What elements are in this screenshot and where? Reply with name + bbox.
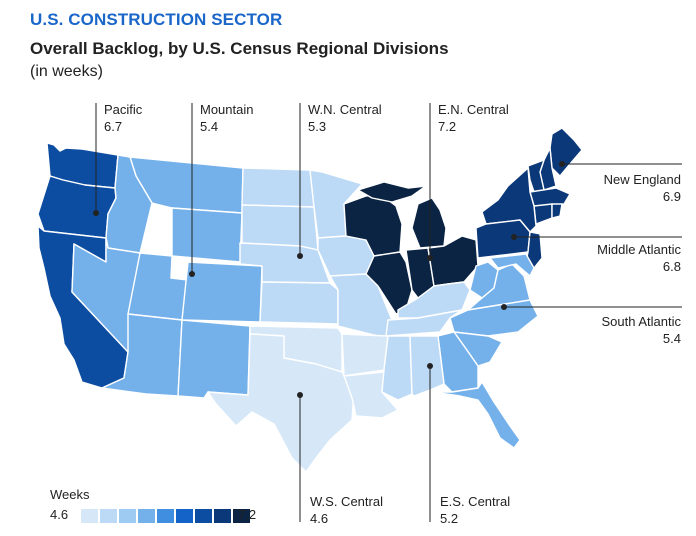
label-south-atlantic-value: 5.4 [662, 331, 681, 346]
state-me [549, 127, 583, 177]
legend-min-value: 4.6 [50, 507, 69, 522]
region-middle-atlantic [475, 167, 543, 269]
label-wn-central-name: W.N. Central [308, 102, 382, 117]
label-mountain-name: Mountain [200, 102, 254, 117]
region-ws-central [207, 325, 399, 473]
legend-swatch [81, 509, 98, 523]
legend-swatch [233, 509, 250, 523]
region-south-atlantic [431, 253, 539, 449]
marker-mountain [189, 271, 195, 277]
label-new-england-name: New England [603, 172, 681, 187]
state-ar [341, 333, 389, 377]
label-pacific-value: 6.7 [104, 119, 123, 134]
label-mountain: Mountain 5.4 [200, 101, 253, 135]
label-pacific-name: Pacific [104, 102, 143, 117]
legend-swatch [176, 509, 193, 523]
marker-middle-atlantic [511, 234, 517, 240]
label-es-central-name: E.S. Central [440, 494, 511, 509]
label-south-atlantic-name: South Atlantic [601, 314, 682, 329]
state-md-de [489, 253, 535, 277]
state-mi [411, 197, 447, 249]
legend-swatch [138, 509, 155, 523]
state-vt [527, 159, 545, 193]
legend-max-value: 7.2 [238, 507, 257, 522]
region-mountain [71, 154, 263, 399]
legend-swatch [119, 509, 136, 523]
marker-wn-central [297, 253, 303, 259]
legend-title: Weeks [50, 487, 90, 502]
region-new-england [527, 127, 583, 225]
label-pacific: Pacific 6.7 [104, 101, 142, 135]
label-new-england: New England 6.9 [604, 171, 681, 205]
label-es-central-value: 5.2 [440, 511, 459, 526]
state-wy [171, 207, 243, 263]
marker-south-atlantic [501, 304, 507, 310]
legend-swatch [214, 509, 231, 523]
state-nd [241, 167, 315, 208]
label-en-central-name: E.N. Central [438, 102, 509, 117]
state-ms [381, 335, 413, 401]
marker-pacific [93, 210, 99, 216]
kicker-label: U.S. CONSTRUCTION SECTOR [30, 10, 283, 29]
label-es-central: E.S. Central 5.2 [440, 493, 510, 527]
label-middle-atlantic-value: 6.8 [662, 259, 681, 274]
state-ct [533, 203, 553, 225]
label-wn-central: W.N. Central 5.3 [308, 101, 382, 135]
state-fl [431, 381, 521, 449]
state-tn [385, 309, 463, 337]
state-ga [437, 331, 479, 393]
marker-ws-central [297, 392, 303, 398]
label-en-central: E.N. Central 7.2 [438, 101, 509, 135]
marker-new-england [559, 161, 565, 167]
label-ws-central: W.S. Central 4.6 [310, 493, 383, 527]
state-nm [177, 319, 251, 399]
state-mi-up [357, 181, 427, 203]
label-en-central-value: 7.2 [438, 119, 457, 134]
label-mountain-value: 5.4 [200, 119, 219, 134]
map-title: Overall Backlog, by U.S. Census Regional… [30, 39, 449, 58]
state-tx [207, 333, 355, 473]
state-ia [317, 235, 375, 277]
leader-lines [93, 103, 682, 522]
label-south-atlantic: South Atlantic 5.4 [602, 313, 682, 347]
state-co [181, 261, 263, 323]
legend-swatch [100, 509, 117, 523]
label-wn-central-value: 5.3 [308, 119, 327, 134]
region-wn-central [239, 167, 399, 339]
state-ks [259, 281, 339, 325]
legend-color-scale [81, 509, 250, 523]
label-middle-atlantic-name: Middle Atlantic [597, 242, 681, 257]
label-middle-atlantic: Middle Atlantic 6.8 [597, 241, 681, 275]
marker-en-central [427, 255, 433, 261]
label-new-england-value: 6.9 [662, 189, 681, 204]
label-ws-central-name: W.S. Central [310, 494, 383, 509]
state-pa [475, 219, 531, 259]
region-es-central [381, 281, 471, 401]
legend-swatch [195, 509, 212, 523]
label-ws-central-value: 4.6 [310, 511, 329, 526]
state-ri [551, 203, 563, 219]
state-ma [529, 187, 571, 207]
map-subtitle: (in weeks) [30, 63, 103, 80]
region-en-central [343, 181, 479, 315]
state-nv [71, 237, 141, 353]
legend-swatch [157, 509, 174, 523]
marker-es-central [427, 363, 433, 369]
